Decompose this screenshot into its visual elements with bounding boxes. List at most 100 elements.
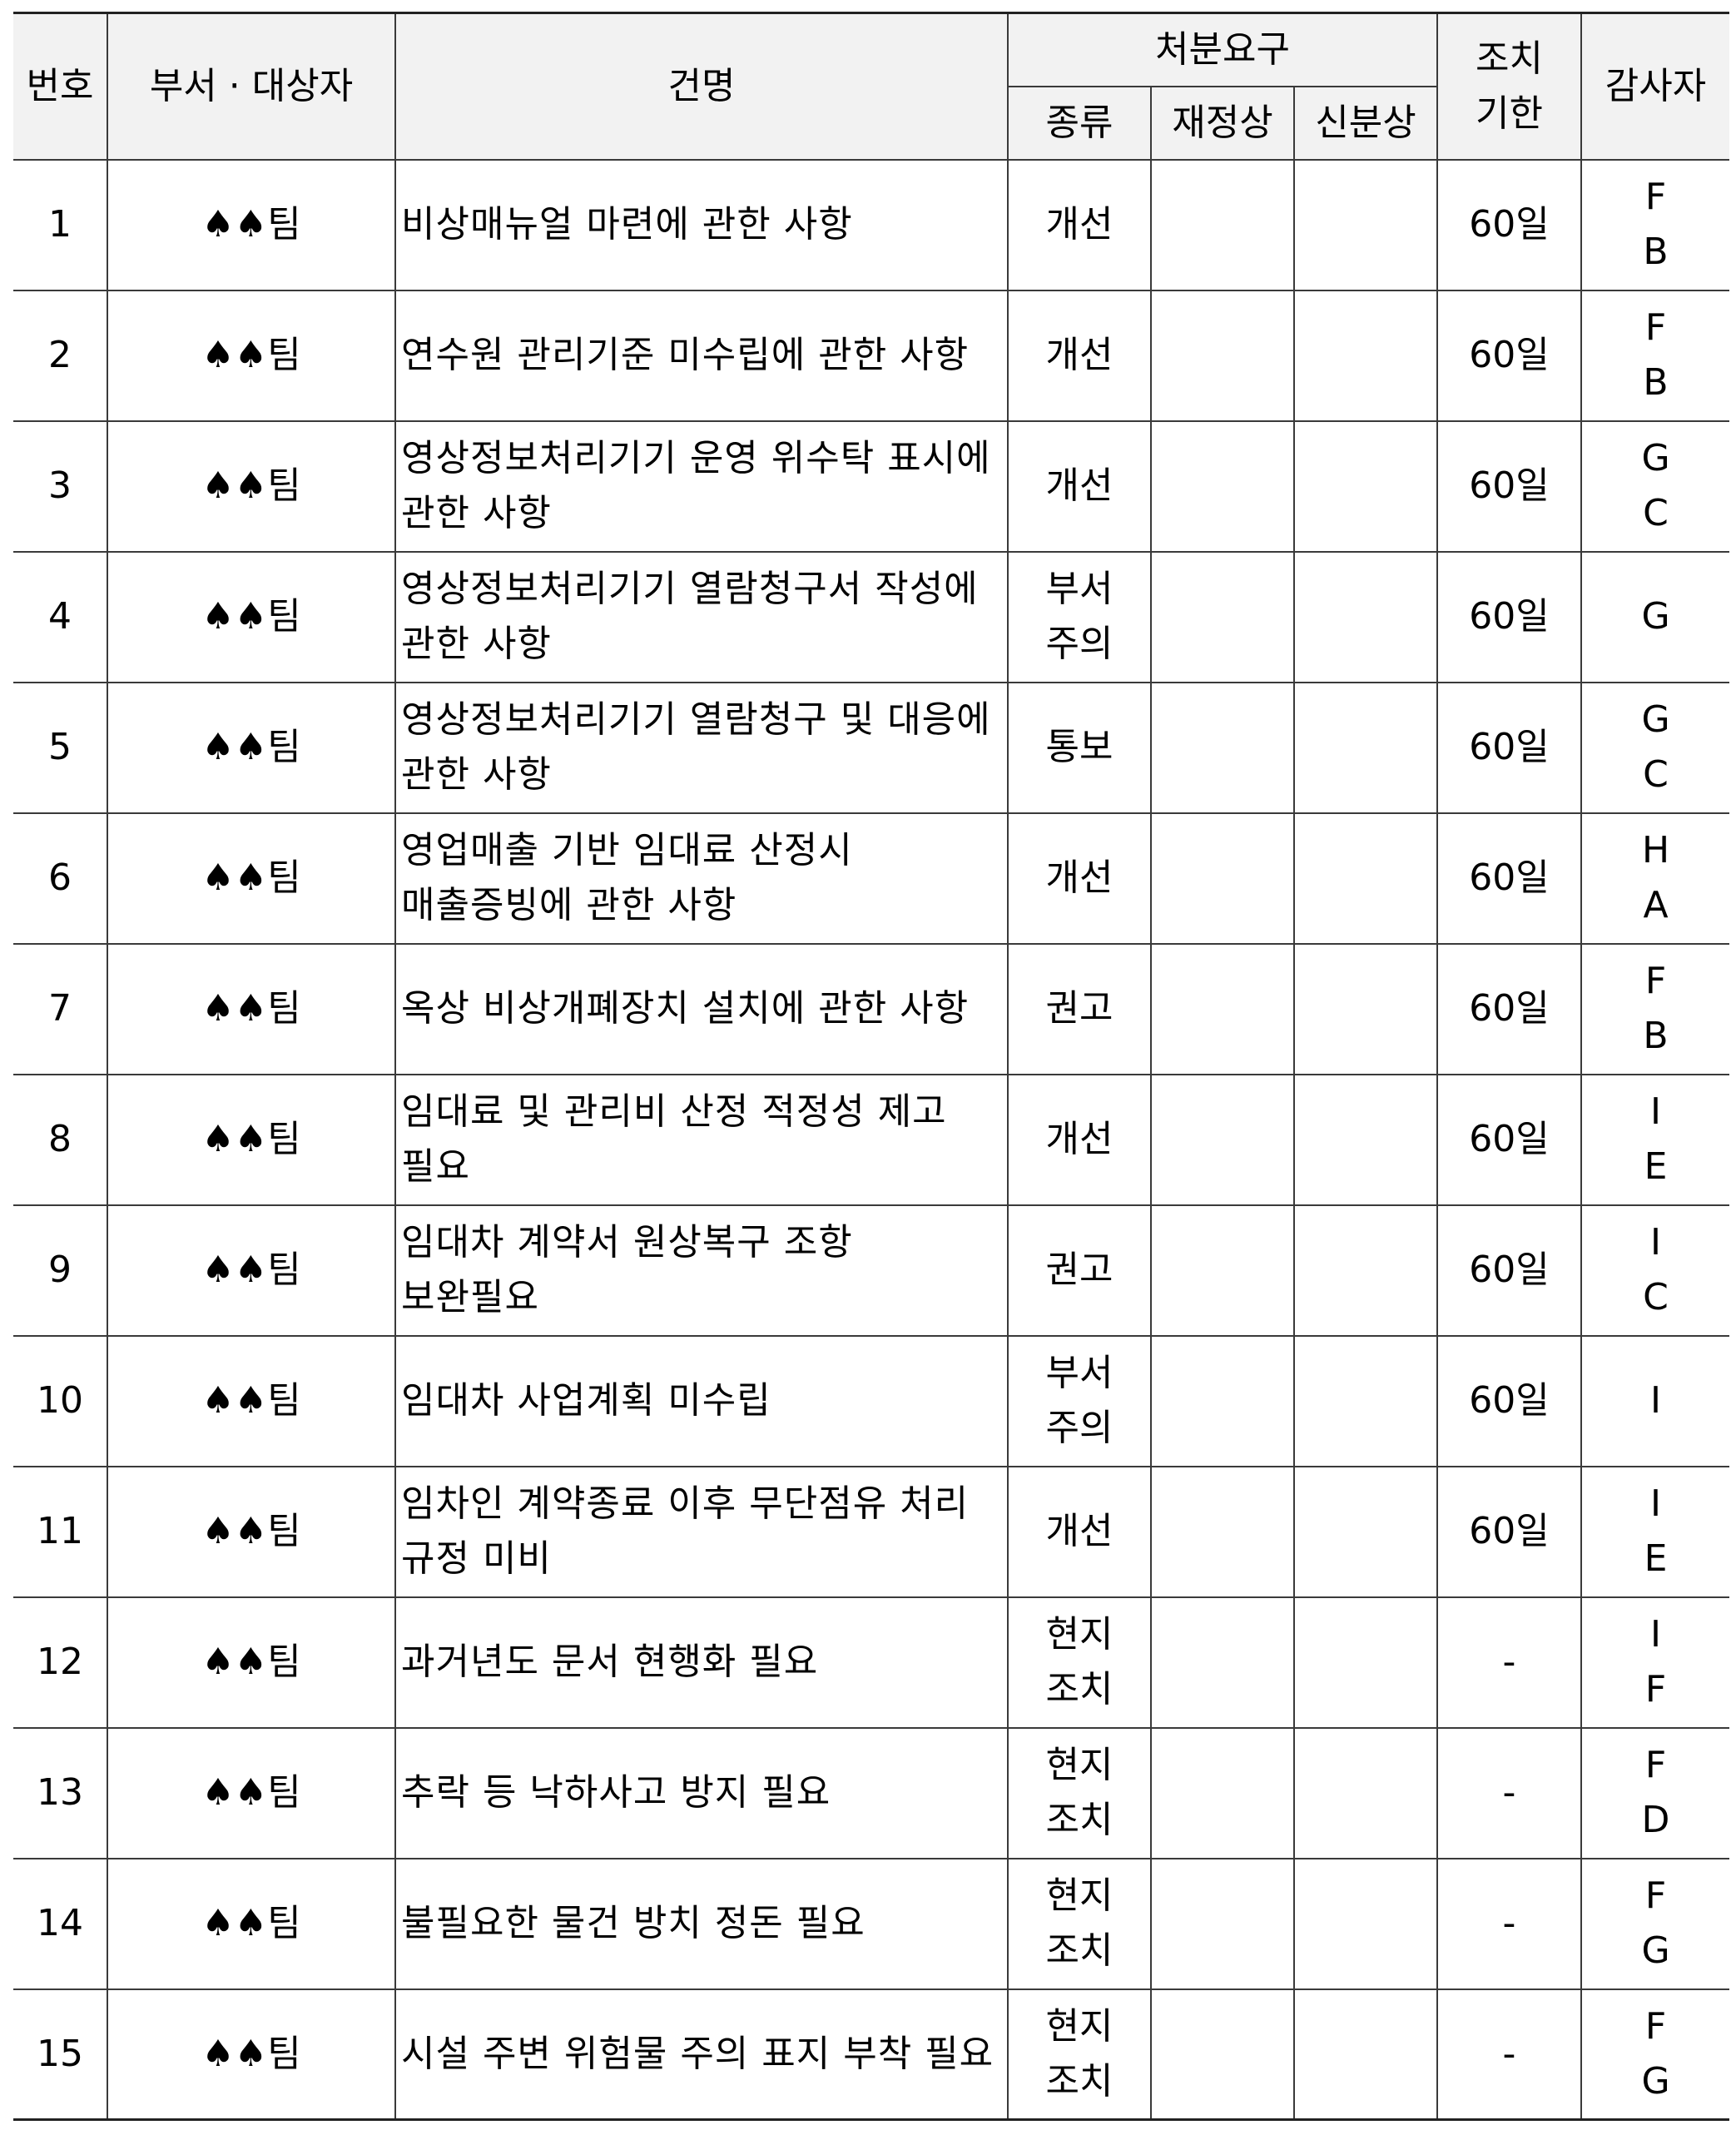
table-row: 3 ♠♠팀 영상정보처리기기 운영 위수탁 표시에 관한 사항 개선 60일 G C: [13, 420, 1729, 553]
row-personnel: [1293, 1073, 1438, 1206]
row-kind-line: 현지: [1045, 1874, 1114, 1917]
row-deadline: -: [1436, 1988, 1582, 2121]
row-title: 비상매뉴얼 마련에 관한 사항: [394, 158, 1009, 291]
row-financial: [1150, 1726, 1295, 1859]
row-deadline: 60일: [1436, 158, 1582, 291]
row-title: 임대료 및 관리비 산정 적정성 제고 필요: [394, 1073, 1009, 1206]
row-financial: [1150, 1857, 1295, 1990]
row-kind: 현지 조치: [1007, 1988, 1152, 2121]
row-auditors-line: G: [1641, 2059, 1670, 2103]
row-auditors-line: B: [1643, 1015, 1669, 1057]
row-kind: 통보: [1007, 681, 1152, 814]
row-title: 임대차 사업계획 미수립: [394, 1334, 1009, 1467]
row-kind-line: 개선: [1045, 1510, 1114, 1552]
row-kind-line: 개선: [1045, 334, 1114, 376]
header-deadline-line2: 기한: [1476, 92, 1543, 135]
header-deadline-line1: 조치: [1476, 37, 1543, 80]
row-financial: [1150, 289, 1295, 422]
table-row: 5 ♠♠팀 영상정보처리기기 열람청구 및 대응에 관한 사항 통보 60일 G C: [13, 681, 1729, 814]
row-title: 과거년도 문서 현행화 필요: [394, 1596, 1009, 1729]
row-deadline: 60일: [1436, 1073, 1582, 1206]
row-financial: [1150, 1465, 1295, 1598]
row-deadline: 60일: [1436, 942, 1582, 1075]
row-number: 14: [13, 1857, 108, 1990]
row-dept: ♠♠팀: [107, 158, 396, 291]
row-dept: ♠♠팀: [107, 1073, 396, 1206]
row-number: 5: [13, 681, 108, 814]
row-auditors-line: I: [1650, 1482, 1661, 1525]
row-title: 영업매출 기반 임대료 산정시 매출증빙에 관한 사항: [394, 812, 1009, 945]
row-auditors-line: D: [1641, 1799, 1670, 1841]
row-personnel: [1293, 942, 1438, 1075]
header-no: 번호: [13, 12, 108, 161]
row-deadline: 60일: [1436, 1334, 1582, 1467]
row-auditors-line: F: [1644, 2004, 1667, 2048]
row-dept: ♠♠팀: [107, 550, 396, 683]
row-auditors-line: G: [1641, 595, 1670, 638]
row-auditors-line: G: [1641, 698, 1670, 741]
row-financial: [1150, 812, 1295, 945]
row-financial: [1150, 1596, 1295, 1729]
row-financial: [1150, 1988, 1295, 2121]
row-auditors-line: F: [1644, 1668, 1667, 1710]
row-deadline: -: [1436, 1726, 1582, 1859]
row-number: 13: [13, 1726, 108, 1859]
row-kind-line: 권고: [1045, 1249, 1114, 1291]
row-kind: 개선: [1007, 289, 1152, 422]
row-personnel: [1293, 1204, 1438, 1337]
table-row: 11 ♠♠팀 임차인 계약종료 이후 무단점유 처리 규정 미비 개선 60일 I E: [13, 1465, 1729, 1598]
row-title: 불필요한 물건 방치 정돈 필요: [394, 1857, 1009, 1990]
row-title: 영상정보처리기기 운영 위수탁 표시에 관한 사항: [394, 420, 1009, 553]
row-dept: ♠♠팀: [107, 1726, 396, 1859]
row-number: 8: [13, 1073, 108, 1206]
row-auditors-line: F: [1644, 1744, 1667, 1786]
row-auditors-line: I: [1650, 1090, 1661, 1133]
row-kind-line: 주의: [1045, 623, 1114, 665]
row-deadline: -: [1436, 1596, 1582, 1729]
row-financial: [1150, 1204, 1295, 1337]
table-row: 12 ♠♠팀 과거년도 문서 현행화 필요 현지 조치 - I F: [13, 1596, 1729, 1729]
row-number: 11: [13, 1465, 108, 1598]
table-row: 6 ♠♠팀 영업매출 기반 임대료 산정시 매출증빙에 관한 사항 개선 60일 H A: [13, 812, 1729, 945]
table-row: 13 ♠♠팀 추락 등 낙하사고 방지 필요 현지 조치 - F D: [13, 1726, 1729, 1859]
row-number: 12: [13, 1596, 108, 1729]
row-deadline: 60일: [1436, 550, 1582, 683]
row-number: 6: [13, 812, 108, 945]
row-number: 7: [13, 942, 108, 1075]
row-auditors-line: A: [1643, 884, 1669, 926]
row-personnel: [1293, 1596, 1438, 1729]
row-auditors-line: B: [1643, 231, 1669, 273]
row-auditors-line: F: [1644, 176, 1667, 218]
row-kind: 개선: [1007, 812, 1152, 945]
row-dept: ♠♠팀: [107, 420, 396, 553]
audit-results-table: 번호 부서 · 대상자 건명 처분요구 조치 기한 감사자 종류 재정상 신분상…: [13, 12, 1729, 2121]
row-kind-line: 현지: [1045, 1744, 1114, 1786]
row-dept: ♠♠팀: [107, 1988, 396, 2121]
row-kind-line: 조치: [1045, 1799, 1114, 1841]
row-personnel: [1293, 289, 1438, 422]
row-personnel: [1293, 1465, 1438, 1598]
header-financial: 재정상: [1150, 85, 1295, 161]
row-deadline: 60일: [1436, 681, 1582, 814]
row-dept: ♠♠팀: [107, 681, 396, 814]
row-number: 9: [13, 1204, 108, 1337]
row-number: 15: [13, 1988, 108, 2121]
header-deadline: 조치 기한: [1436, 12, 1582, 161]
row-financial: [1150, 550, 1295, 683]
row-number: 3: [13, 420, 108, 553]
header-personnel: 신분상: [1293, 85, 1437, 161]
row-kind: 개선: [1007, 1465, 1152, 1598]
row-kind-line: 조치: [1045, 2059, 1114, 2103]
row-dept: ♠♠팀: [107, 1334, 396, 1467]
row-kind: 현지 조치: [1007, 1857, 1152, 1990]
row-number: 4: [13, 550, 108, 683]
